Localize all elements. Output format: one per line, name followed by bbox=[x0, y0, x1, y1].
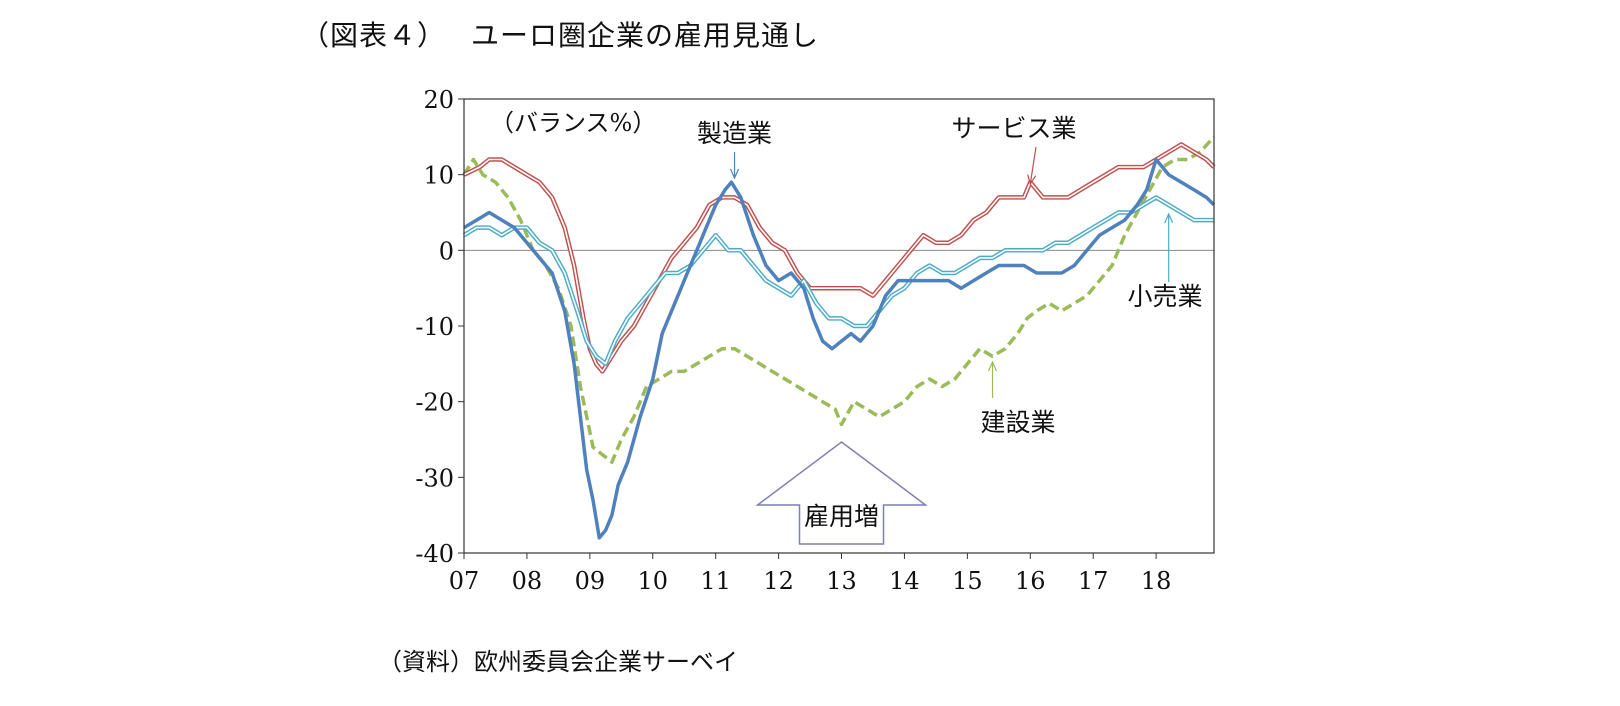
unit-label: （バランス%） bbox=[490, 109, 656, 137]
series-小売業 bbox=[462, 195, 1214, 367]
annotation-services: サービス業 bbox=[951, 114, 1076, 143]
y-tick-label: 10 bbox=[423, 162, 454, 190]
x-tick-label: 07 bbox=[449, 567, 480, 595]
annotation-arrow-manufacturing bbox=[730, 152, 740, 180]
arrow-head bbox=[1164, 212, 1174, 224]
block-arrow-shape bbox=[755, 441, 928, 545]
x-tick-label: 15 bbox=[952, 567, 983, 595]
series-建設業 bbox=[462, 135, 1216, 464]
series-サービス業 bbox=[463, 142, 1216, 374]
annotation-arrow-construction bbox=[987, 360, 998, 398]
chart-title: （図表４） ユーロ圏企業の雇用見通し bbox=[301, 19, 819, 52]
annotation-arrow-retail bbox=[1164, 212, 1174, 282]
x-tick-label: 08 bbox=[512, 567, 543, 595]
x-tick-label: 11 bbox=[700, 567, 731, 595]
annotation-employment-up: 雇用増 bbox=[804, 502, 879, 531]
arrow-head bbox=[1027, 174, 1037, 186]
arrow-shaft bbox=[1029, 146, 1037, 185]
series-line bbox=[463, 157, 1216, 540]
series-line bbox=[462, 135, 1216, 464]
y-tick-label: -10 bbox=[415, 313, 454, 341]
annotation-arrow-services bbox=[1027, 146, 1037, 186]
x-tick-label: 14 bbox=[889, 567, 920, 595]
y-tick-label: 20 bbox=[423, 86, 454, 114]
annotation-construction: 建設業 bbox=[980, 408, 1055, 437]
series-line-inner bbox=[463, 196, 1214, 365]
annotation-manufacturing: 製造業 bbox=[697, 119, 772, 148]
x-tick-label: 09 bbox=[575, 567, 606, 595]
y-tick-label: 0 bbox=[439, 237, 454, 265]
employment-up-block-arrow bbox=[755, 441, 928, 545]
plot-layer bbox=[462, 135, 1216, 540]
x-tick-label: 16 bbox=[1015, 567, 1046, 595]
x-tick-label: 18 bbox=[1141, 567, 1172, 595]
x-tick-label: 17 bbox=[1078, 567, 1109, 595]
annotation-retail: 小売業 bbox=[1127, 282, 1202, 311]
x-tick-label: 13 bbox=[826, 567, 857, 595]
arrow-head bbox=[730, 168, 740, 180]
series-line-outer bbox=[463, 142, 1216, 374]
x-tick-label: 12 bbox=[763, 567, 794, 595]
y-tick-label: -20 bbox=[415, 389, 454, 417]
source-note: （資料）欧州委員会企業サーベイ bbox=[378, 648, 738, 676]
x-tick-label: 10 bbox=[637, 567, 668, 595]
arrow-head bbox=[987, 360, 998, 372]
y-tick-label: -30 bbox=[415, 464, 454, 492]
y-tick-label: -40 bbox=[415, 540, 454, 568]
series-製造業 bbox=[463, 157, 1216, 540]
